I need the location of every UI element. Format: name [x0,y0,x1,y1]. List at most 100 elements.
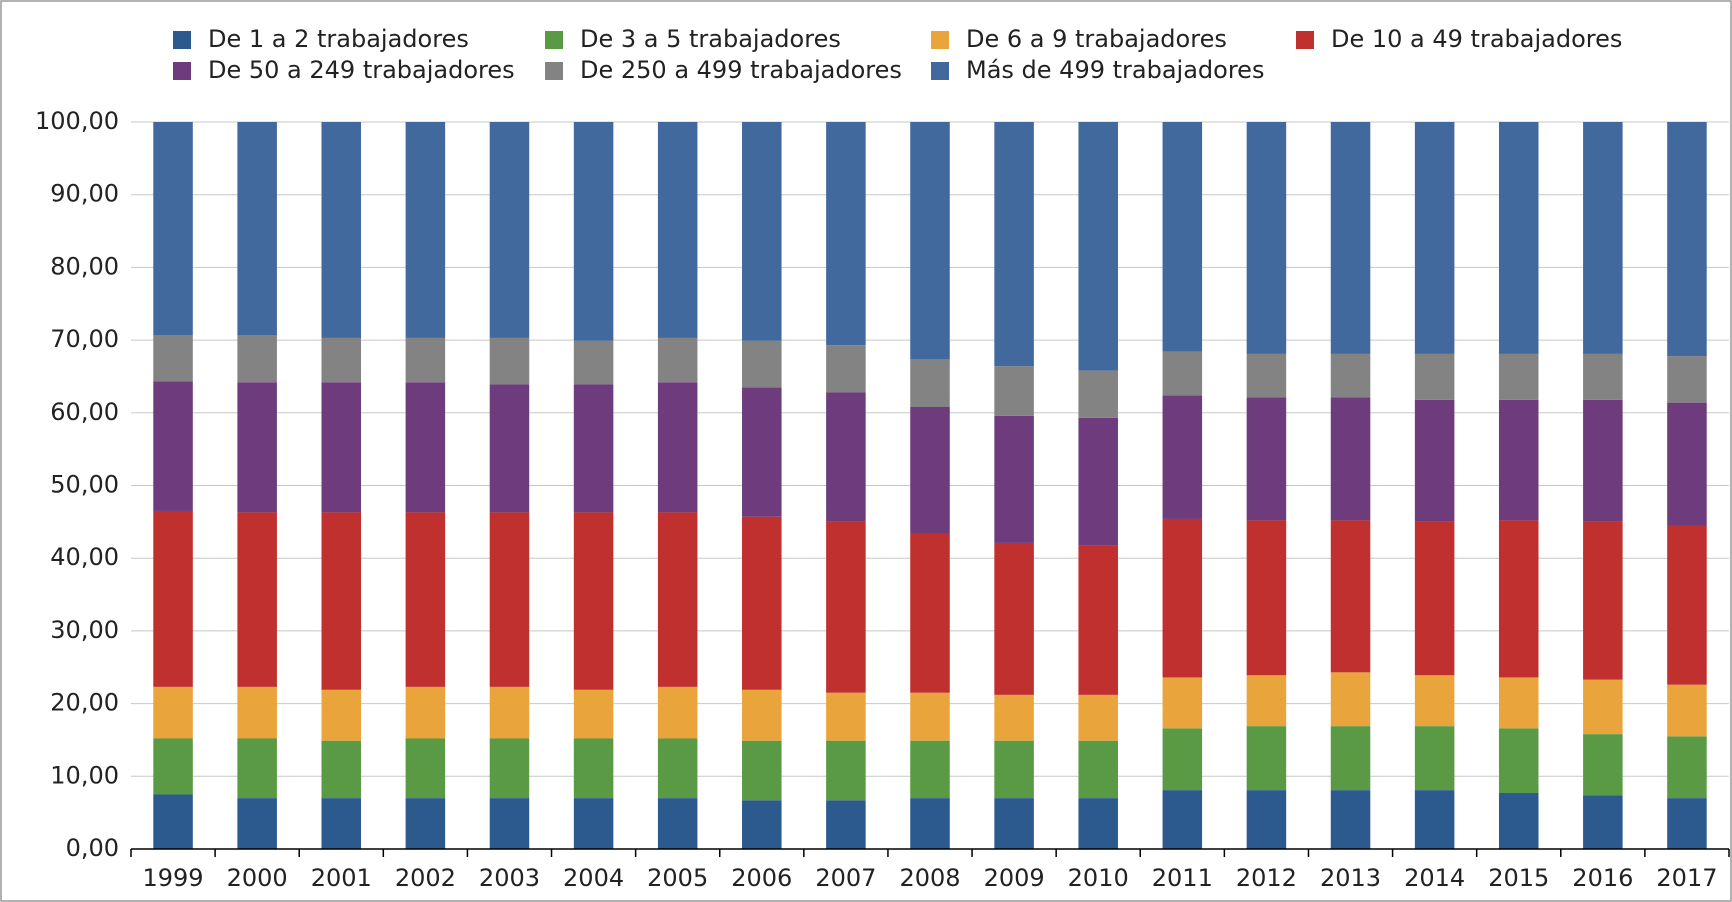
legend-label: De 6 a 9 trabajadores [966,25,1227,53]
legend-swatch [545,31,563,49]
bar-segment [1667,122,1707,357]
bar-segment [657,512,698,687]
bar-segment [1078,545,1118,695]
y-tick-label: 40,00 [50,543,119,571]
bar-segment [153,335,193,382]
bar-segment [405,122,446,338]
bar-segment [489,738,530,799]
bar-segment [1498,122,1539,354]
bar-segment [994,366,1034,416]
bar-segment [1498,793,1539,849]
x-tick-label: 2010 [1068,864,1129,892]
y-tick-label: 100,00 [35,107,119,135]
bar-segment [237,122,277,336]
bar-segment [1078,694,1118,741]
legend-swatch [931,62,949,80]
x-tick-label: 2011 [1152,864,1213,892]
bar-segment [489,512,530,687]
bar-segment [1078,740,1118,799]
bar-segment [1246,790,1287,849]
bar-segment [573,689,614,739]
bar-segment [1162,351,1203,396]
y-tick-label: 60,00 [50,398,119,426]
bar-segment [321,512,362,690]
bar-segment [1162,518,1203,678]
bar-segment [1078,122,1118,371]
bar-segment [1162,395,1203,519]
y-tick-label: 0,00 [66,834,119,862]
bar-segment [1330,672,1371,727]
bar-segment [573,738,614,799]
bar-segment [1583,122,1623,354]
bar-segment [910,798,950,849]
bar-segment [1078,798,1118,849]
bar-segment [826,392,866,522]
x-tick-label: 2007 [815,864,876,892]
bar-segment [153,686,193,739]
bar-segment [994,798,1034,849]
bar-segment [153,122,193,336]
bar-segment [742,689,782,741]
x-tick-label: 2015 [1488,864,1549,892]
x-tick-label: 2013 [1320,864,1381,892]
bar-segment [826,800,866,849]
bar-segment [1583,679,1623,735]
bar-segment [910,533,950,693]
bar-segment [994,122,1034,367]
bar-segment [1330,790,1371,849]
bar-segment [1246,353,1287,398]
bar-segment [1246,675,1287,727]
bar-segment [826,345,866,393]
legend-swatch [173,31,191,49]
x-tick-label: 2001 [311,864,372,892]
bar-segment [1078,417,1118,546]
y-tick-label: 30,00 [50,616,119,644]
bar-segment [1583,399,1623,522]
bar-segment [994,740,1034,799]
bar-segment [153,794,193,849]
bar-segment [1414,675,1455,727]
bar-segment [1162,122,1203,352]
bar-segment [826,122,866,346]
bar-segment [657,337,698,383]
x-tick-label: 2014 [1404,864,1465,892]
bar-segment [1246,520,1287,676]
bar-segment [1330,520,1371,673]
bar-segment [405,738,446,799]
bar-segment [742,740,782,801]
y-tick-label: 20,00 [50,689,119,717]
x-tick-label: 2000 [227,864,288,892]
legend-swatch [173,62,191,80]
bar-segment [1498,520,1539,678]
bar-segment [573,122,614,341]
bar-segment [1330,353,1371,398]
x-tick-label: 2009 [984,864,1045,892]
bar-segment [657,738,698,799]
bar-segment [1414,521,1455,676]
bar-segment [1162,790,1203,849]
bar-segment [153,738,193,795]
bar-segment [405,337,446,383]
bar-segment [237,738,277,799]
bar-segment [489,686,530,739]
legend-swatch [1296,31,1314,49]
bar-segment [994,542,1034,695]
bar-segment [1414,122,1455,354]
bar-segment [1162,677,1203,729]
bar-segment [994,694,1034,741]
bar-segment [910,406,950,534]
bar-segment [237,512,277,687]
bar-segment [573,512,614,690]
bar-segment [742,340,782,388]
legend-label: De 3 a 5 trabajadores [580,25,841,53]
bar-segment [1498,353,1539,400]
bar-segment [1078,370,1118,418]
x-tick-label: 2017 [1656,864,1717,892]
bar-segment [489,337,530,385]
y-tick-label: 90,00 [50,180,119,208]
bar-segment [573,798,614,849]
bar-segment [489,122,530,338]
x-tick-label: 2016 [1572,864,1633,892]
x-tick-label: 2005 [647,864,708,892]
bar-segment [321,337,362,383]
